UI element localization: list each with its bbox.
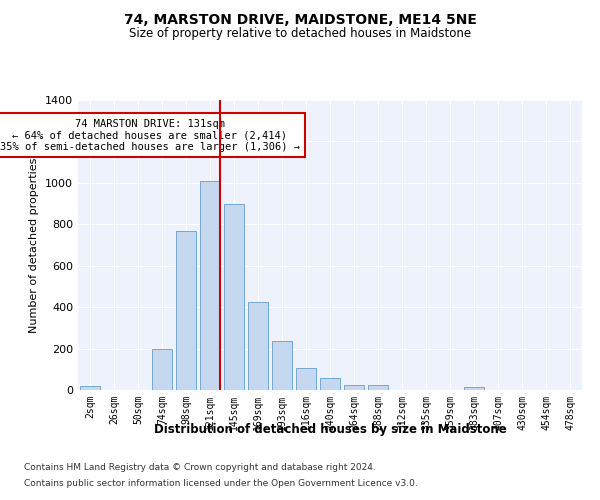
Y-axis label: Number of detached properties: Number of detached properties: [29, 158, 40, 332]
Bar: [152, 348, 172, 390]
Bar: [272, 342, 292, 390]
Text: 74 MARSTON DRIVE: 131sqm
← 64% of detached houses are smaller (2,414)
35% of sem: 74 MARSTON DRIVE: 131sqm ← 64% of detach…: [0, 118, 300, 152]
Bar: [224, 204, 244, 390]
Bar: [176, 230, 196, 390]
Bar: [368, 386, 388, 390]
Text: 74, MARSTON DRIVE, MAIDSTONE, ME14 5NE: 74, MARSTON DRIVE, MAIDSTONE, ME14 5NE: [124, 12, 476, 26]
Text: Size of property relative to detached houses in Maidstone: Size of property relative to detached ho…: [129, 28, 471, 40]
Text: Contains public sector information licensed under the Open Government Licence v3: Contains public sector information licen…: [24, 478, 418, 488]
Text: Contains HM Land Registry data © Crown copyright and database right 2024.: Contains HM Land Registry data © Crown c…: [24, 464, 376, 472]
Bar: [80, 386, 100, 390]
Bar: [320, 378, 340, 390]
Bar: [200, 181, 220, 390]
Text: Distribution of detached houses by size in Maidstone: Distribution of detached houses by size …: [154, 422, 506, 436]
Bar: [344, 386, 364, 390]
Bar: [464, 387, 484, 390]
Bar: [248, 302, 268, 390]
Bar: [296, 368, 316, 390]
